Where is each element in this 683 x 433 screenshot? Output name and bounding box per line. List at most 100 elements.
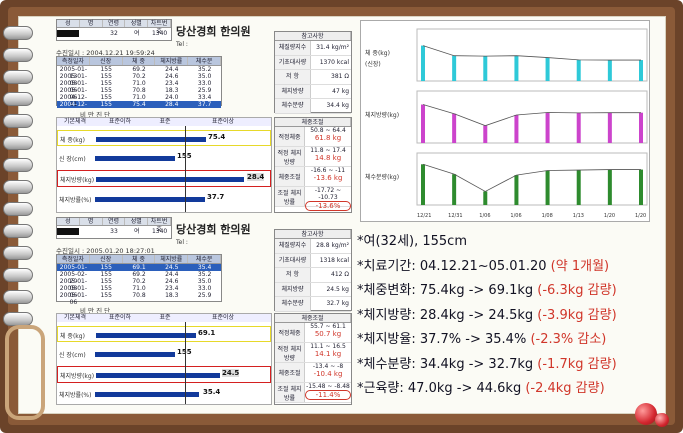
- ref-key: 체질량지수(BMI): [275, 41, 311, 66]
- adjust-target: 14.1 kg: [314, 350, 342, 358]
- table-cell: 2005-01-20: [59, 264, 88, 278]
- table-row[interactable]: 2005-01-20 155 69.1 24.5 35.4: [57, 264, 221, 278]
- graph-bar: [483, 191, 488, 205]
- graph-bar: [514, 55, 519, 81]
- graph-bar: [576, 112, 581, 143]
- graph-bar: [576, 170, 581, 205]
- ref-row: 체수분량 32.7 kg: [275, 297, 351, 312]
- table-cell: 155: [100, 264, 112, 271]
- adjust-range: 11.1 ~ 16.5: [310, 343, 346, 350]
- table-row[interactable]: 2005-01-13 155 69.2 24.4 35.2: [57, 66, 221, 80]
- table-cell: 2004-12-31: [59, 94, 88, 108]
- note-text: *체지방율: 37.7% -> 35.4%: [357, 332, 531, 347]
- graph-line: [422, 104, 641, 127]
- graph-line: [422, 45, 641, 61]
- fat-label: 체지방량(kg): [60, 177, 95, 184]
- table-cell: 33.0: [197, 80, 212, 87]
- summary-note: *근육량: 47.0kg -> 44.6kg (-2.4kg 감량): [357, 377, 657, 402]
- table-cell: 23.4: [165, 285, 179, 292]
- table-cell: 2005-01-13: [59, 66, 88, 80]
- scale-above: 표준이상: [211, 314, 235, 321]
- graph-date-tick: 1/20: [635, 213, 646, 219]
- summary-note: *치료기간: 04.12.21~05.01.20 (약 1개월): [357, 255, 657, 280]
- table-row[interactable]: 2004-12-21 155 75.4 28.4 37.7: [57, 101, 221, 115]
- tel-label: Tel :: [176, 239, 188, 246]
- adjust-row: 조절 체지방률 -17.72 ~ -10.73 -13.6%: [275, 187, 351, 211]
- trend-graph: 체 중(kg) 체지방량(kg) 체수분량(kg) 12/21 12/31 1/06 1/0…: [360, 20, 650, 222]
- adjust-row: 적정 체지방량 11.1 ~ 16.5 14.1 kg: [275, 343, 351, 363]
- date-value: 2004.12.21 19:59:24: [86, 49, 155, 57]
- age-value: 32: [110, 30, 118, 37]
- summary-note: *체지방율: 37.7% -> 35.4% (-2.3% 감소): [357, 328, 657, 353]
- table-row[interactable]: 2005-01-06 155 70.8 18.3 25.9: [57, 292, 221, 306]
- table-row[interactable]: 2005-01-08 155 70.2 24.6 35.0: [57, 278, 221, 292]
- note-text: *근육량: 47.0kg -> 44.6kg: [357, 381, 526, 396]
- height-label: 신 장(cm): [59, 156, 86, 163]
- table-row[interactable]: 2004-12-31 155 71.0 24.0 33.4: [57, 94, 221, 108]
- table-cell: 25.9: [197, 292, 212, 299]
- table-cell: 2005-01-08: [59, 278, 88, 292]
- binder-ring: [3, 48, 33, 62]
- table-cell: 24.4: [165, 271, 179, 278]
- col-water: 체수분: [188, 57, 221, 65]
- ref-title: 참고사항: [275, 32, 351, 40]
- ref-row: 기초대사량 1318 kcal: [275, 253, 351, 268]
- adjust-key: 적정체중: [275, 127, 305, 146]
- binder-ring: [3, 224, 33, 238]
- scale-below: 표준이하: [108, 118, 132, 125]
- adj-title: 체중조절: [275, 118, 351, 126]
- table-row[interactable]: 2005-01-08 155 70.2 24.6 35.0: [57, 73, 221, 87]
- weight-row: 체 중(kg) 75.4: [57, 130, 271, 146]
- graph-bar: [639, 112, 643, 143]
- hdr-name2: 명: [80, 218, 103, 225]
- history-table: 측정일자 신장 체 중 체지방률 체수분 2005-01-13 155 69.2 24…: [56, 56, 222, 115]
- table-cell: 155: [100, 87, 112, 94]
- col-weight: 체 중: [123, 255, 156, 263]
- note-highlight: (-1.7kg 감량): [537, 356, 617, 372]
- name-redacted: [57, 28, 80, 40]
- history-table-2: 측정일자 신장 체 중 체지방률 체수분 2005-01-20 155 69.1 24…: [56, 254, 222, 306]
- hdr-sex: 성별: [125, 218, 149, 225]
- graph-bar: [483, 125, 488, 143]
- note-highlight: (-3.9kg 감량): [537, 307, 617, 323]
- adjust-key: 적정체중: [275, 323, 305, 342]
- ref-row: 체수분량 34.4 kg: [275, 99, 351, 114]
- ref-value: 381 Ω: [331, 73, 349, 80]
- sex-value: 여: [134, 30, 140, 37]
- col-weight: 체 중: [123, 57, 156, 65]
- ref-value: 32.7 kg: [326, 300, 349, 307]
- adjust-row: 적정체중 55.7 ~ 61.1 50.7 kg: [275, 323, 351, 343]
- table-row[interactable]: 2005-01-06 155 71.0 23.4 33.0: [57, 80, 221, 94]
- graph-label: 체 중(kg): [365, 49, 390, 57]
- adjust-range: -16.6 ~ -11: [310, 167, 346, 174]
- graph-sublabel: (신장): [365, 60, 381, 68]
- table-cell: 2005-01-08: [59, 73, 88, 87]
- table-row[interactable]: 2005-02-20 155 69.2 24.4 35.2: [57, 271, 221, 285]
- adjust-row: 조절 체지방률 -15.48 ~ -8.48 -11.4%: [275, 383, 351, 403]
- table-row[interactable]: 2005-01-06 155 70.8 18.3 25.9: [57, 87, 221, 101]
- note-text: *체수분량: 34.4kg -> 32.7kg: [357, 356, 538, 372]
- table-cell: 155: [100, 80, 112, 87]
- ref-value: 1370 kcal: [319, 58, 349, 66]
- fatpct-label: 체지방률(%): [59, 392, 92, 399]
- note-text: *여(32세), 155cm: [357, 234, 467, 249]
- adjust-row: 체중조절 -16.6 ~ -11 -13.6 kg: [275, 167, 351, 187]
- graph-bar: [639, 60, 643, 81]
- binder-rings: [3, 26, 33, 416]
- adjust-target: -13.6%: [305, 201, 351, 211]
- graph-bar: [607, 169, 612, 205]
- tel-label: Tel :: [176, 41, 188, 48]
- note-highlight: (-2.3% 감소): [530, 332, 607, 347]
- scale-basic: 기본체격: [63, 118, 87, 125]
- weight-row: 체 중(kg) 69.1: [57, 326, 271, 342]
- table-row[interactable]: 2005-01-06 155 71.0 23.4 33.0: [57, 285, 221, 299]
- table-cell: 155: [100, 292, 112, 299]
- graph-date-tick: 12/31: [448, 213, 462, 219]
- table-cell: 35.2: [197, 271, 212, 278]
- adjust-range: -13.4 ~ -8: [312, 363, 344, 370]
- table-cell: 69.2: [132, 66, 146, 73]
- adjust-target: -11.4%: [305, 390, 351, 400]
- scale-basic: 기본체격: [63, 314, 87, 321]
- section-title: 비 만 진 단: [80, 307, 111, 315]
- pin-icon-small: [655, 413, 669, 427]
